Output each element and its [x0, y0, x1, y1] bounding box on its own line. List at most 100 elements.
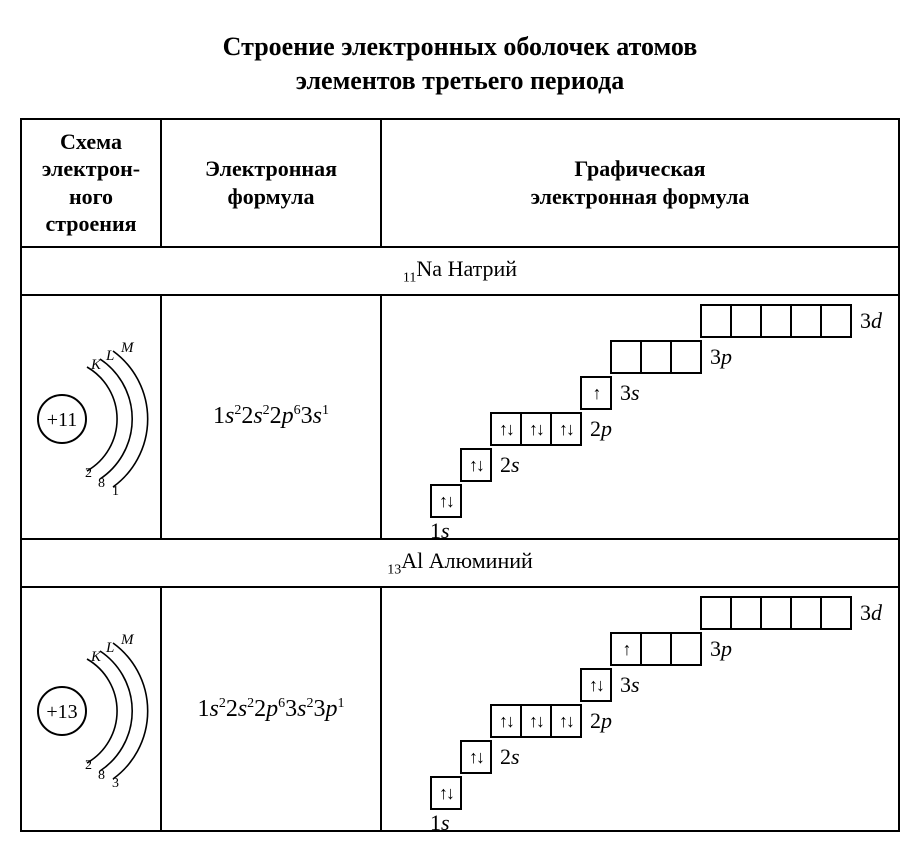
orbital-cell: ↑↓ — [492, 414, 522, 444]
electronic-formula: 1s22s22p63s23p1 — [197, 696, 344, 722]
orbital-cell — [732, 598, 762, 628]
orbital-cell — [822, 598, 850, 628]
page-title: Строение электронных оболочек атомов эле… — [20, 30, 900, 98]
orbital-row-3p: ↑3p — [610, 632, 732, 666]
orbital-row-3d: 3d — [700, 304, 882, 338]
orbital-cell: ↑↓ — [522, 706, 552, 736]
element-symbol: Al — [401, 548, 423, 573]
element-symbol: Na — [416, 256, 442, 281]
orbital-cell: ↑↓ — [522, 414, 552, 444]
svg-text:3: 3 — [112, 776, 119, 789]
orbital-cell: ↑↓ — [582, 670, 610, 700]
svg-text:1: 1 — [112, 484, 119, 497]
orbital-label-1s: 1s — [430, 810, 450, 836]
svg-text:2: 2 — [85, 466, 92, 481]
svg-text:K: K — [90, 357, 102, 373]
atomic-number: 13 — [387, 562, 401, 577]
orbital-label: 3p — [710, 344, 732, 370]
orbital-row-2p: ↑↓↑↓↑↓2p — [490, 704, 612, 738]
shell-diagram: +11 K L M 2 8 1 — [30, 337, 160, 497]
svg-text:+13: +13 — [46, 701, 77, 723]
shell-diagram-cell: +11 K L M 2 8 1 — [21, 295, 161, 539]
orbital-cell: ↑↓ — [432, 778, 460, 808]
orbital-label: 3d — [860, 600, 882, 626]
svg-text:2: 2 — [85, 758, 92, 773]
orbital-row-2s: ↑↓ 2s — [460, 448, 520, 482]
orbital-cell — [702, 598, 732, 628]
orbital-cell: ↑ — [612, 634, 642, 664]
orbital-cell — [672, 634, 700, 664]
title-line-1: Строение электронных оболочек атомов — [223, 32, 698, 61]
element-header-row: 11Na Натрий — [21, 247, 899, 295]
header-col-1: Схема электрон- ного строения — [21, 119, 161, 247]
element-name: Алюминий — [429, 548, 533, 573]
orbital-cell — [612, 342, 642, 372]
graphic-formula-cell: 3d 3p ↑3s ↑↓↑↓↑↓2p ↑↓2s ↑↓ 1s — [381, 295, 899, 539]
orbital-label: 2s — [500, 452, 520, 478]
orbital-cells — [700, 304, 852, 338]
element-name: Натрий — [448, 256, 518, 281]
svg-text:M: M — [120, 632, 135, 648]
orbital-cells: ↑↓ — [430, 484, 462, 518]
orbital-cells: ↑↓ — [430, 776, 462, 810]
orbital-label: 2s — [500, 744, 520, 770]
atomic-number: 11 — [403, 270, 416, 285]
element-data-row: +11 K L M 2 8 1 1s22s22p63s1 3d 3p ↑3s ↑… — [21, 295, 899, 539]
element-name-cell: 13Al Алюминий — [21, 539, 899, 587]
orbital-cell — [642, 342, 672, 372]
element-name-cell: 11Na Натрий — [21, 247, 899, 295]
orbital-cells: ↑↓↑↓↑↓ — [490, 704, 582, 738]
orbital-row-2s: ↑↓ 2s — [460, 740, 520, 774]
orbital-cell — [792, 598, 822, 628]
electron-structure-table: Схема электрон- ного строения Электронна… — [20, 118, 900, 833]
orbital-row-3s: ↑↓ 3s — [580, 668, 640, 702]
element-data-row: +13 K L M 2 8 3 1s22s22p63s23p1 3d ↑3p ↑… — [21, 587, 899, 831]
orbital-cells: ↑↓ — [580, 668, 612, 702]
orbital-row-1s: ↑↓ — [430, 484, 462, 518]
formula-cell: 1s22s22p63s1 — [161, 295, 381, 539]
orbital-label: 3s — [620, 672, 640, 698]
orbital-cell — [762, 306, 792, 336]
orbital-staircase: 3d ↑3p ↑↓3s ↑↓↑↓↑↓2p ↑↓2s ↑↓ 1s — [400, 606, 880, 816]
svg-text:8: 8 — [98, 768, 105, 783]
electronic-formula: 1s22s22p63s1 — [213, 403, 329, 429]
orbital-row-2p: ↑↓↑↓↑↓2p — [490, 412, 612, 446]
orbital-label: 3d — [860, 308, 882, 334]
orbital-cells: ↑↓ — [460, 740, 492, 774]
orbital-row-3p: 3p — [610, 340, 732, 374]
title-line-2: элементов третьего периода — [296, 66, 625, 95]
orbital-cell — [762, 598, 792, 628]
orbital-cell — [732, 306, 762, 336]
orbital-row-3d: 3d — [700, 596, 882, 630]
svg-text:L: L — [105, 640, 114, 656]
orbital-cells: ↑ — [610, 632, 702, 666]
orbital-cells: ↑↓↑↓↑↓ — [490, 412, 582, 446]
element-header-row: 13Al Алюминий — [21, 539, 899, 587]
orbital-cell: ↑↓ — [492, 706, 522, 736]
svg-text:L: L — [105, 348, 114, 364]
orbital-cell — [642, 634, 672, 664]
orbital-cell: ↑↓ — [462, 742, 490, 772]
orbital-cells: ↑ — [580, 376, 612, 410]
orbital-label: 2p — [590, 416, 612, 442]
svg-text:+11: +11 — [47, 409, 78, 431]
svg-text:8: 8 — [98, 476, 105, 491]
orbital-cells: ↑↓ — [460, 448, 492, 482]
graphic-formula-cell: 3d ↑3p ↑↓3s ↑↓↑↓↑↓2p ↑↓2s ↑↓ 1s — [381, 587, 899, 831]
orbital-cell: ↑↓ — [432, 486, 460, 516]
orbital-cell — [822, 306, 850, 336]
orbital-cell — [792, 306, 822, 336]
header-col-2: Электронная формула — [161, 119, 381, 247]
shell-diagram-cell: +13 K L M 2 8 3 — [21, 587, 161, 831]
orbital-cell: ↑↓ — [552, 706, 580, 736]
orbital-cell: ↑↓ — [552, 414, 580, 444]
orbital-label-1s: 1s — [430, 518, 450, 544]
orbital-cells — [700, 596, 852, 630]
shell-diagram: +13 K L M 2 8 3 — [30, 629, 160, 789]
orbital-cell — [702, 306, 732, 336]
orbital-staircase: 3d 3p ↑3s ↑↓↑↓↑↓2p ↑↓2s ↑↓ 1s — [400, 314, 880, 524]
orbital-label: 2p — [590, 708, 612, 734]
orbital-cell: ↑↓ — [462, 450, 490, 480]
table-header-row: Схема электрон- ного строения Электронна… — [21, 119, 899, 247]
orbital-row-3s: ↑3s — [580, 376, 640, 410]
